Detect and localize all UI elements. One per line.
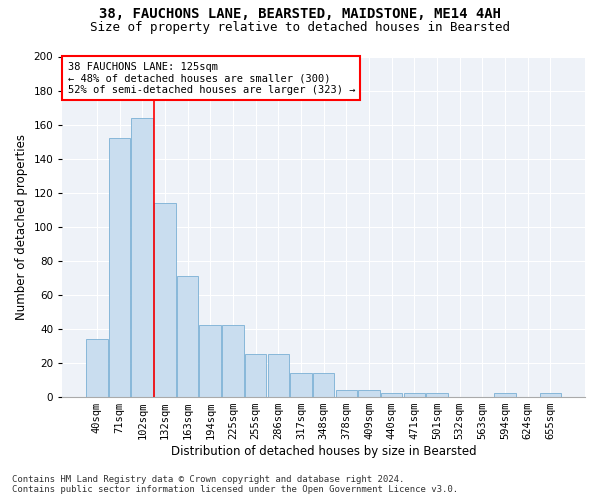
Bar <box>245 354 266 397</box>
Bar <box>222 325 244 396</box>
Bar <box>290 373 312 396</box>
Bar <box>381 393 403 396</box>
Bar <box>426 393 448 396</box>
Bar <box>494 393 516 396</box>
Text: 38 FAUCHONS LANE: 125sqm
← 48% of detached houses are smaller (300)
52% of semi-: 38 FAUCHONS LANE: 125sqm ← 48% of detach… <box>68 62 355 95</box>
Bar <box>199 325 221 396</box>
Bar <box>154 202 176 396</box>
Bar <box>177 276 199 396</box>
Bar <box>268 354 289 397</box>
Y-axis label: Number of detached properties: Number of detached properties <box>15 134 28 320</box>
Bar <box>109 138 130 396</box>
Bar <box>131 118 153 396</box>
X-axis label: Distribution of detached houses by size in Bearsted: Distribution of detached houses by size … <box>171 444 476 458</box>
Text: Contains HM Land Registry data © Crown copyright and database right 2024.
Contai: Contains HM Land Registry data © Crown c… <box>12 474 458 494</box>
Text: Size of property relative to detached houses in Bearsted: Size of property relative to detached ho… <box>90 21 510 34</box>
Bar <box>86 339 107 396</box>
Bar <box>404 393 425 396</box>
Text: 38, FAUCHONS LANE, BEARSTED, MAIDSTONE, ME14 4AH: 38, FAUCHONS LANE, BEARSTED, MAIDSTONE, … <box>99 8 501 22</box>
Bar <box>358 390 380 396</box>
Bar <box>313 373 334 396</box>
Bar <box>539 393 561 396</box>
Bar <box>335 390 357 396</box>
